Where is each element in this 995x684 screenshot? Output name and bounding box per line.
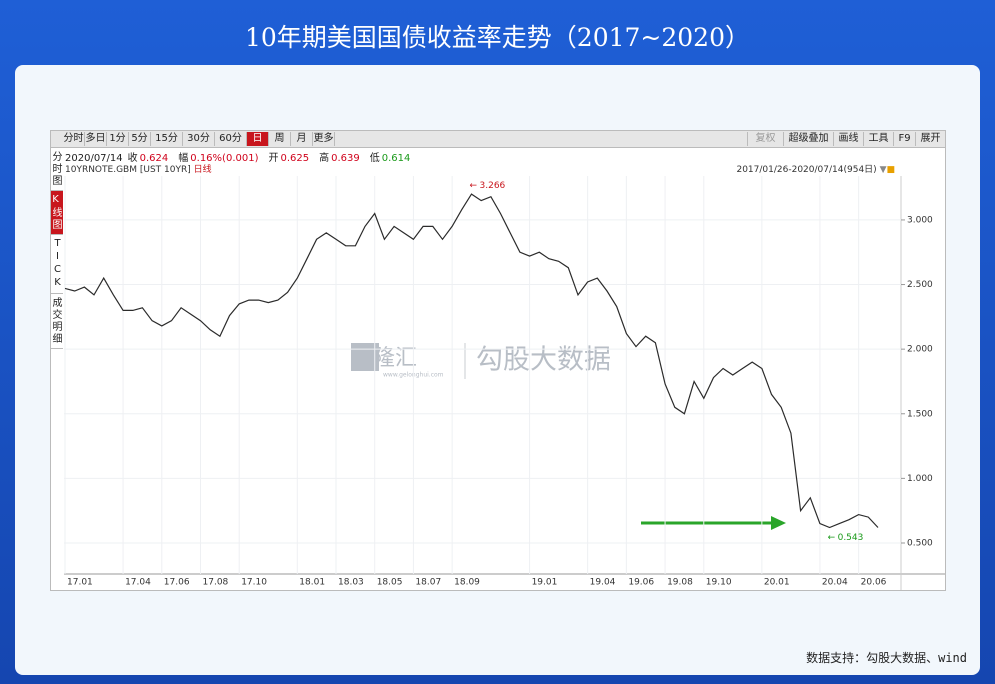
x-tick-label: 20.06 xyxy=(861,578,887,588)
info-item: 开 0.625 xyxy=(268,153,314,164)
toolbar-button[interactable]: 更多 xyxy=(313,132,335,146)
x-tick-label: 18.05 xyxy=(377,578,403,588)
info-value: 0.624 xyxy=(139,153,169,164)
info-value: 0.625 xyxy=(280,153,310,164)
x-tick-label: 18.07 xyxy=(415,578,441,588)
y-tick-label: 3.000 xyxy=(907,215,933,225)
x-tick-label: 17.06 xyxy=(164,578,190,588)
info-item: 低 0.614 xyxy=(370,153,416,164)
x-tick-label: 18.03 xyxy=(338,578,364,588)
x-tick-label: 17.04 xyxy=(125,578,151,588)
info-key: 收 xyxy=(127,153,138,164)
info-key: 低 xyxy=(369,153,380,164)
x-tick-label: 17.01 xyxy=(67,578,93,588)
side-tab[interactable]: 成交明细 xyxy=(50,294,63,349)
info-key: 高 xyxy=(319,153,330,164)
x-tick-label: 19.10 xyxy=(706,578,732,588)
side-tab[interactable]: K线图 xyxy=(50,191,63,235)
x-tick-label: 19.01 xyxy=(532,578,558,588)
low-arrow: ← xyxy=(828,533,836,543)
toolbar-button[interactable]: 5分 xyxy=(129,132,151,146)
info-value: 0.614 xyxy=(381,153,411,164)
info-item: 收 0.624 xyxy=(128,153,174,164)
toolbar-button[interactable]: 1分 xyxy=(107,132,129,146)
y-tick-label: 2.000 xyxy=(907,345,933,355)
toolbar-button[interactable]: 多日 xyxy=(85,132,107,146)
high-label: 3.266 xyxy=(480,181,506,191)
toolbar-button[interactable]: 15分 xyxy=(151,132,183,146)
info-value: 0.16%(0.001) xyxy=(190,153,259,164)
footer: 数据支持：勾股大数据、wind xyxy=(806,651,967,665)
x-tick-label: 17.10 xyxy=(241,578,267,588)
info-key: 开 xyxy=(268,153,279,164)
x-tick-label: 19.06 xyxy=(628,578,654,588)
period: 日线 xyxy=(193,165,212,175)
x-tick-label: 17.08 xyxy=(203,578,229,588)
toolbar-button[interactable]: 分时 xyxy=(63,132,85,146)
low-label: 0.543 xyxy=(838,533,864,543)
info-line: 2020/07/14 收 0.624 幅 0.16%(0.001) 开 0.625 高 0.63… xyxy=(65,149,420,164)
arrow-head xyxy=(771,516,786,530)
watermark-brand: 勾股大数据 xyxy=(476,345,611,376)
chart-window: 分时 多日 1分 5分 15分 30分 60分日周月更多 复权 超级叠加 画线 工具 F9 展开 分时图… xyxy=(50,130,946,591)
info-key: 幅 xyxy=(178,153,189,164)
x-tick-label: 18.01 xyxy=(299,578,325,588)
toolbar-button[interactable]: 展开 xyxy=(915,132,946,146)
toolbar-button[interactable]: 月 xyxy=(291,132,313,146)
toolbar-button[interactable]: 30分 xyxy=(183,132,215,146)
side-tab[interactable]: 分时图 xyxy=(50,148,63,191)
x-tick-label: 19.04 xyxy=(590,578,616,588)
toolbar: 分时 多日 1分 5分 15分 30分 60分日周月更多 复权 超级叠加 画线 工具 F9 展开 xyxy=(51,131,946,148)
info-item: 高 0.639 xyxy=(319,153,365,164)
y-tick-label: 1.500 xyxy=(907,409,933,419)
x-tick-label: 19.08 xyxy=(667,578,693,588)
page-title: 10年期美国国债收益率走势（2017~2020） xyxy=(244,23,750,52)
symbol-line: 10YRNOTE.GBM [UST 10YR] 日线 xyxy=(65,162,212,175)
x-tick-label: 20.01 xyxy=(764,578,790,588)
info-date: 2020/07/14 xyxy=(65,153,123,164)
range: 2017/01/26-2020/07/14(954日) ▼■ xyxy=(736,165,895,175)
y-tick-label: 1.000 xyxy=(907,474,933,484)
side-tabs: 分时图 K线图 TICK 成交明细 xyxy=(50,148,63,349)
price-line xyxy=(64,193,879,529)
range-text: 2017/01/26-2020/07/14(954日) xyxy=(736,165,877,175)
info-value: 0.639 xyxy=(331,153,360,164)
y-tick-label: 2.500 xyxy=(907,280,933,290)
x-tick-label: 18.09 xyxy=(454,578,480,588)
x-tick-label: 20.04 xyxy=(822,578,848,588)
y-tick-label: 0.500 xyxy=(907,538,933,548)
chart: 格隆汇 www.gelonghui.com 勾股大数据 0.5001.0001.… xyxy=(64,176,945,590)
toolbar-button[interactable]: 日 xyxy=(247,132,269,146)
side-tab[interactable]: TICK xyxy=(51,235,63,294)
toolbar-button[interactable]: 周 xyxy=(269,132,291,146)
toolbar-button[interactable]: 60分 xyxy=(215,132,247,146)
info-item: 幅 0.16%(0.001) xyxy=(178,153,263,164)
high-arrow: ← xyxy=(470,181,478,191)
symbol-name: 10YRNOTE.GBM [UST 10YR] xyxy=(65,165,191,175)
